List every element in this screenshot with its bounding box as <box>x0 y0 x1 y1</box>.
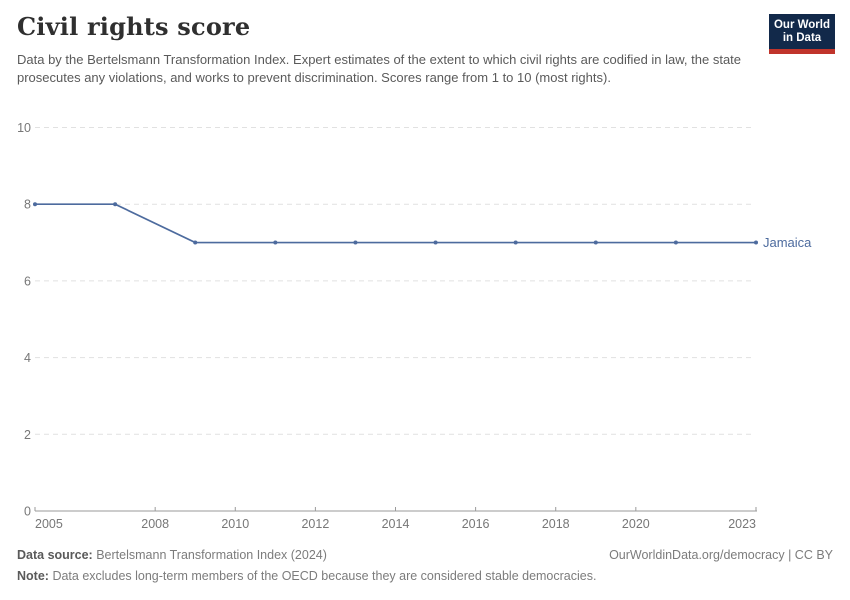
data-point[interactable] <box>113 202 118 207</box>
data-point[interactable] <box>193 240 198 245</box>
owid-logo-line2: in Data <box>782 31 822 44</box>
chart-footer: Data source: Bertelsmann Transformation … <box>17 547 833 584</box>
data-source-label: Data source: <box>17 548 93 562</box>
x-axis-tick-label: 2018 <box>542 517 570 531</box>
y-axis-tick-label: 8 <box>24 198 31 212</box>
owid-logo-line1: Our World <box>773 18 830 31</box>
x-axis-tick-label: 2010 <box>221 517 249 531</box>
data-source-text: Bertelsmann Transformation Index (2024) <box>96 548 327 562</box>
x-axis-tick-label: 2023 <box>728 517 756 531</box>
y-axis-tick-label: 10 <box>17 121 31 135</box>
y-axis-tick-label: 0 <box>24 505 31 519</box>
owid-logo: Our World in Data <box>769 14 835 54</box>
x-axis-tick-label: 2020 <box>622 517 650 531</box>
data-point[interactable] <box>673 240 678 245</box>
owid-url-link[interactable]: OurWorldinData.org/democracy | CC BY <box>609 548 833 562</box>
y-axis-tick-label: 4 <box>24 351 31 365</box>
data-point[interactable] <box>513 240 518 245</box>
x-axis-tick-label: 2008 <box>141 517 169 531</box>
data-point[interactable] <box>273 240 278 245</box>
x-axis-tick-label: 2012 <box>301 517 329 531</box>
footer-note: Note: Data excludes long-term members of… <box>17 569 596 583</box>
x-axis-tick-label: 2005 <box>35 517 63 531</box>
note-text: Data excludes long-term members of the O… <box>52 568 597 583</box>
page-title: Civil rights score <box>17 12 251 41</box>
series-line[interactable] <box>35 203 756 244</box>
series-label[interactable]: Jamaica <box>763 235 812 250</box>
data-point[interactable] <box>353 240 358 245</box>
y-axis-tick-label: 6 <box>24 274 31 288</box>
data-point[interactable] <box>33 202 37 207</box>
x-axis-tick-label: 2016 <box>462 517 490 531</box>
x-axis-tick-label: 2014 <box>382 517 410 531</box>
data-source: Data source: Bertelsmann Transformation … <box>17 547 327 563</box>
data-point[interactable] <box>433 240 438 245</box>
note-label: Note: <box>17 568 49 583</box>
data-point[interactable] <box>593 240 598 245</box>
chart-subtitle: Data by the Bertelsmann Transformation I… <box>17 52 742 85</box>
data-point[interactable] <box>754 240 758 245</box>
y-axis-tick-label: 2 <box>24 428 31 442</box>
